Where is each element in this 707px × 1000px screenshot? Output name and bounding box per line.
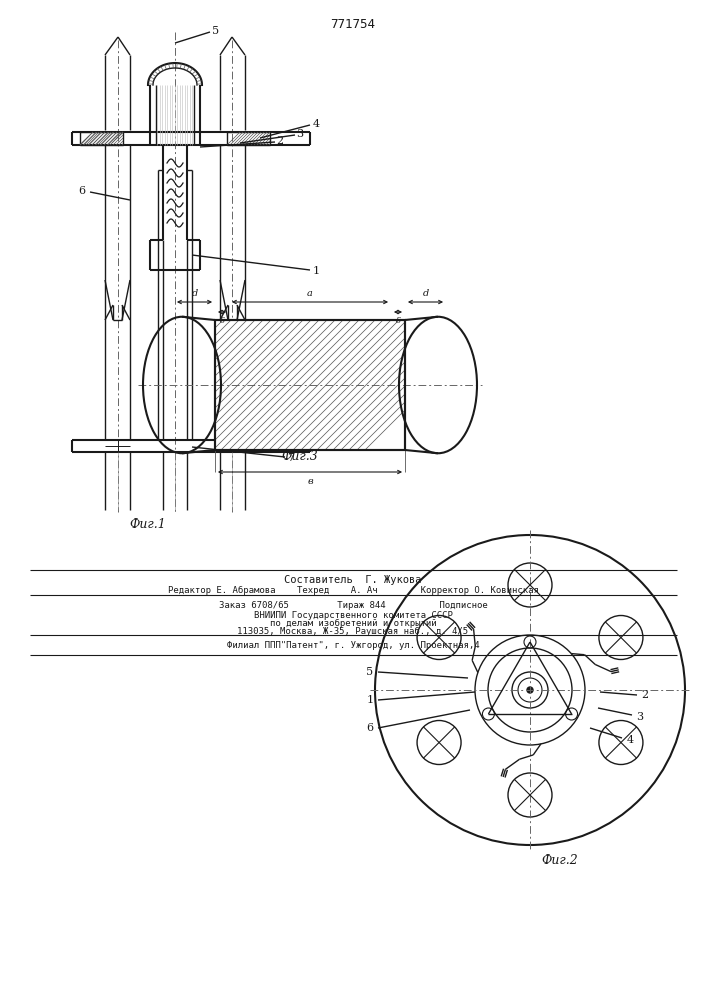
Text: 4: 4 [626, 735, 633, 745]
Text: 771754: 771754 [330, 18, 375, 31]
Text: 1: 1 [312, 266, 320, 276]
Text: Фиг.3: Фиг.3 [281, 450, 318, 464]
Text: в: в [307, 477, 312, 486]
Text: δ: δ [395, 317, 400, 325]
Text: d: d [192, 290, 198, 298]
Text: 2: 2 [276, 136, 284, 146]
Text: a: a [307, 290, 313, 298]
Text: 6: 6 [366, 723, 373, 733]
Ellipse shape [399, 317, 477, 453]
Text: 3: 3 [636, 712, 643, 722]
Bar [156, 85, 194, 145]
Bar [215, 320, 405, 450]
Text: Заказ 6708/65         Тираж 844          Подписное: Заказ 6708/65 Тираж 844 Подписное [218, 600, 487, 609]
Text: 2: 2 [641, 690, 648, 700]
Bar [227, 132, 270, 145]
Bar [80, 132, 123, 145]
Text: 113035, Москва, Ж-35, Раушская наб., д. 4/5: 113035, Москва, Ж-35, Раушская наб., д. … [238, 626, 469, 636]
Text: Фиг.1: Фиг.1 [129, 518, 166, 532]
Text: ВНИИПИ Государственного комитета СССР: ВНИИПИ Государственного комитета СССР [254, 610, 452, 619]
Text: 7: 7 [288, 453, 295, 463]
Text: δ: δ [219, 317, 225, 325]
Bar [215, 320, 405, 450]
Text: 3: 3 [296, 129, 303, 139]
Text: Составитель  Г. Жукова: Составитель Г. Жукова [284, 575, 422, 585]
Text: Фиг.2: Фиг.2 [542, 854, 578, 866]
Text: 5: 5 [366, 667, 373, 677]
Ellipse shape [143, 317, 221, 453]
Circle shape [527, 687, 533, 693]
Text: d: d [422, 290, 428, 298]
Text: 4: 4 [312, 119, 320, 129]
Text: по делам изобретений и открытий: по делам изобретений и открытий [269, 618, 436, 628]
Text: 5: 5 [212, 26, 220, 36]
Text: Филиал ППП"Патент", г. Ужгород, ул. Проектная,4: Филиал ППП"Патент", г. Ужгород, ул. Прое… [227, 642, 479, 650]
Text: 6: 6 [78, 186, 86, 196]
Text: 1: 1 [366, 695, 373, 705]
Text: Редактор Е. Абрамова    Техред    А. Ач        Корректор О. Ковинская: Редактор Е. Абрамова Техред А. Ач Коррек… [168, 585, 539, 595]
